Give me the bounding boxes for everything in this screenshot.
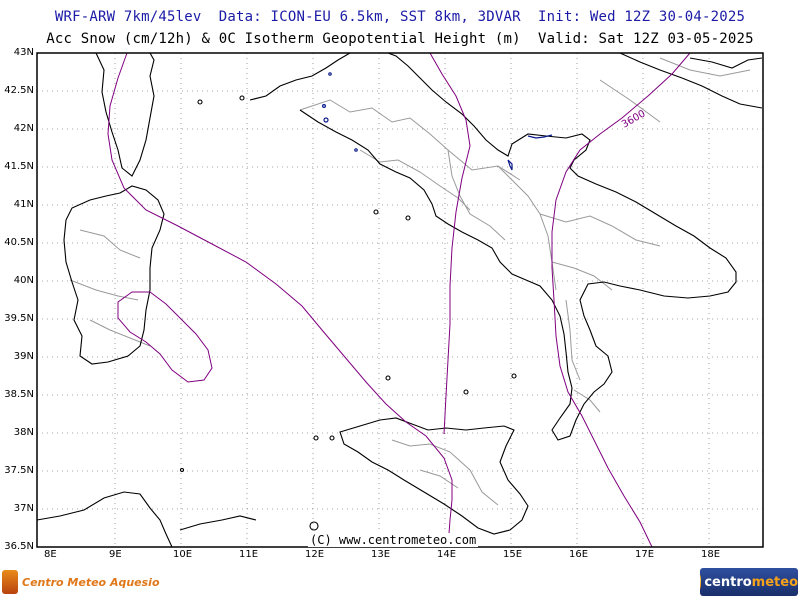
- lon-label: 14E: [437, 549, 457, 560]
- lon-label: 8E: [44, 549, 57, 560]
- lon-label: 17E: [635, 549, 655, 560]
- map-frame: [36, 52, 764, 548]
- centrometeo-logo[interactable]: centro meteo: [700, 568, 798, 596]
- lon-label: 18E: [701, 549, 721, 560]
- coastlines: [36, 52, 763, 548]
- lat-label: 41N: [13, 199, 34, 210]
- contour-label-3600: 3600: [620, 108, 648, 130]
- lat-label: 37.5N: [4, 465, 34, 476]
- lon-label: 10E: [173, 549, 193, 560]
- lat-label: 42N: [13, 123, 34, 134]
- map-title-model-info: WRF-ARW 7km/45lev Data: ICON-EU 6.5km, S…: [54, 9, 746, 25]
- copyright-text: (C) www.centrometeo.com: [308, 533, 479, 547]
- lon-label: 13E: [371, 549, 391, 560]
- graticule: [37, 53, 763, 547]
- lat-label: 40N: [13, 275, 34, 286]
- lat-label: 42.5N: [4, 85, 34, 96]
- lat-label: 38.5N: [4, 389, 34, 400]
- lat-label: 38N: [13, 427, 34, 438]
- lat-label: 36.5N: [4, 541, 34, 552]
- lat-label: 39.5N: [4, 313, 34, 324]
- lat-label: 39N: [13, 351, 34, 362]
- map-title-variable-valid: Acc Snow (cm/12h) & 0C Isotherm Geopoten…: [46, 31, 754, 47]
- lon-label: 16E: [569, 549, 589, 560]
- logo-right-text-b: meteo: [751, 574, 798, 590]
- logo-left-text: Centro Meteo Aquesio: [22, 575, 160, 589]
- logo-badge-icon: [2, 570, 18, 594]
- lon-label: 12E: [305, 549, 325, 560]
- lat-label: 40.5N: [4, 237, 34, 248]
- lon-label: 11E: [239, 549, 259, 560]
- lat-label: 37N: [13, 503, 34, 514]
- isotherm-contours: [107, 52, 691, 548]
- centro-meteo-aquesio-logo[interactable]: Centro Meteo Aquesio: [0, 568, 160, 596]
- logo-right-text-a: centro: [704, 574, 752, 590]
- snow-accumulation: [322, 72, 553, 171]
- lat-label: 41.5N: [4, 161, 34, 172]
- lon-label: 15E: [503, 549, 523, 560]
- regional-borders: [69, 57, 751, 506]
- globe-icon: [700, 575, 702, 589]
- lon-label: 9E: [109, 549, 122, 560]
- lat-label: 43N: [13, 47, 34, 58]
